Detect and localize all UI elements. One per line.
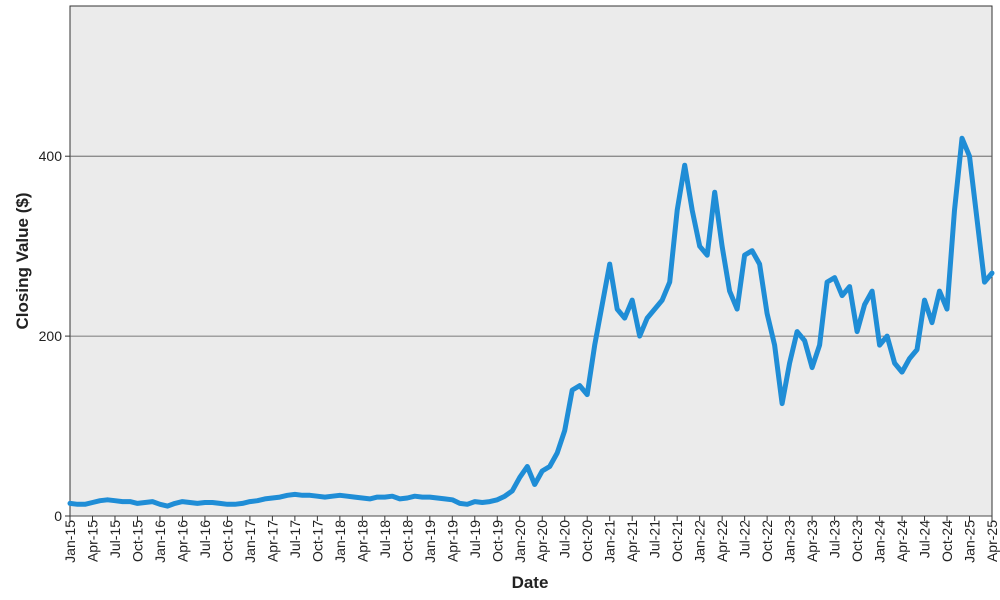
x-tick-label: Oct-18 bbox=[399, 520, 415, 562]
x-tick-label: Oct-16 bbox=[219, 520, 235, 562]
x-tick-label: Apr-20 bbox=[534, 520, 550, 562]
x-tick-label: Jul-21 bbox=[647, 520, 663, 558]
x-tick-label: Jan-24 bbox=[872, 520, 888, 563]
x-tick-label: Apr-25 bbox=[984, 520, 1000, 562]
x-tick-label: Apr-17 bbox=[264, 520, 280, 562]
x-tick-label: Apr-18 bbox=[354, 520, 370, 562]
x-tick-label: Oct-17 bbox=[309, 520, 325, 562]
x-tick-label: Jan-23 bbox=[782, 520, 798, 563]
x-tick-label: Apr-22 bbox=[714, 520, 730, 562]
x-tick-label: Apr-16 bbox=[174, 520, 190, 562]
x-tick-label: Apr-21 bbox=[624, 520, 640, 562]
x-tick-label: Jul-20 bbox=[557, 520, 573, 558]
x-tick-label: Jan-18 bbox=[332, 520, 348, 563]
x-tick-label: Jul-23 bbox=[827, 520, 843, 558]
x-tick-label: Jul-15 bbox=[107, 520, 123, 558]
x-tick-label: Oct-24 bbox=[939, 520, 955, 562]
x-tick-label: Jul-18 bbox=[377, 520, 393, 558]
x-tick-label: Apr-15 bbox=[84, 520, 100, 562]
x-tick-label: Jan-17 bbox=[242, 520, 258, 563]
x-tick-label: Oct-19 bbox=[489, 520, 505, 562]
price-line bbox=[67, 135, 995, 509]
x-tick-label: Jul-17 bbox=[287, 520, 303, 558]
x-tick-label: Apr-23 bbox=[804, 520, 820, 562]
x-tick-label: Jul-22 bbox=[737, 520, 753, 558]
y-tick-label: 400 bbox=[39, 148, 63, 164]
y-tick-label: 0 bbox=[54, 508, 62, 524]
x-tick-label: Jul-16 bbox=[197, 520, 213, 558]
y-tick-label: 200 bbox=[39, 328, 63, 344]
x-tick-label: Jan-22 bbox=[692, 520, 708, 563]
x-tick-label: Jan-25 bbox=[962, 520, 978, 563]
plot-area bbox=[69, 5, 993, 517]
x-tick-label: Jul-19 bbox=[467, 520, 483, 558]
x-tick-label: Oct-23 bbox=[849, 520, 865, 562]
x-tick-label: Oct-21 bbox=[669, 520, 685, 562]
x-tick-label: Jul-24 bbox=[917, 520, 933, 558]
x-tick-label: Oct-15 bbox=[129, 520, 145, 562]
x-axis-title: Date bbox=[512, 573, 549, 592]
x-tick-label: Oct-20 bbox=[579, 520, 595, 562]
x-tick-label: Oct-22 bbox=[759, 520, 775, 562]
x-tick-label: Jan-20 bbox=[512, 520, 528, 563]
x-tick-label: Jan-19 bbox=[422, 520, 438, 563]
x-tick-label: Jan-15 bbox=[62, 520, 78, 563]
x-tick-label: Jan-16 bbox=[152, 520, 168, 563]
x-tick-label: Jan-21 bbox=[602, 520, 618, 563]
y-axis-title: Closing Value ($) bbox=[13, 193, 32, 330]
x-tick-label: Apr-24 bbox=[894, 520, 910, 562]
x-tick-label: Apr-19 bbox=[444, 520, 460, 562]
